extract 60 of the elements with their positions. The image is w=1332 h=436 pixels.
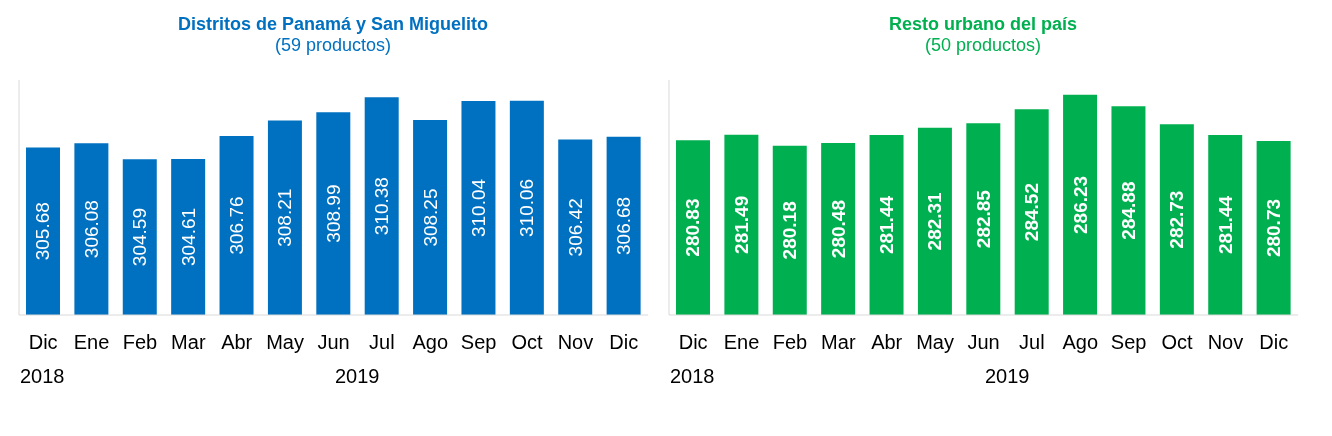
x-tick-label: Dic bbox=[678, 331, 708, 354]
data-label: 280.48 bbox=[827, 199, 849, 259]
x-tick-label: Ago bbox=[412, 331, 449, 354]
data-label: 284.88 bbox=[1117, 181, 1139, 240]
x-tick-label: Abr bbox=[221, 331, 253, 354]
data-label: 281.44 bbox=[876, 195, 898, 255]
data-label: 310.38 bbox=[371, 177, 393, 236]
x-tick-label: May bbox=[916, 331, 955, 354]
x-tick-label: Dic bbox=[1259, 331, 1289, 354]
data-label: 280.83 bbox=[682, 198, 704, 257]
x-tick-label: Ene bbox=[73, 331, 110, 354]
data-label: 305.68 bbox=[32, 202, 54, 261]
data-label: 308.21 bbox=[274, 188, 296, 247]
data-label: 306.76 bbox=[226, 196, 248, 255]
x-tick-label: Sep bbox=[1110, 331, 1147, 354]
data-label: 306.08 bbox=[80, 200, 102, 259]
chart-title: Distritos de Panamá y San Miguelito bbox=[176, 14, 490, 35]
x-tick-label: Feb bbox=[122, 331, 158, 354]
x-tick-label: Jun bbox=[317, 331, 350, 354]
data-label: 310.04 bbox=[467, 178, 489, 238]
data-label: 304.59 bbox=[129, 208, 151, 267]
data-label: 306.42 bbox=[564, 198, 586, 257]
x-tick-label: Nov bbox=[1207, 331, 1244, 354]
x-tick-label: Jun bbox=[967, 331, 1000, 354]
x-tick-label: Abr bbox=[871, 331, 903, 354]
x-tick-label: Mar bbox=[171, 331, 206, 354]
data-label: 281.44 bbox=[1214, 195, 1236, 255]
x-tick-label: Dic bbox=[609, 331, 639, 354]
x-tick-label: Feb bbox=[772, 331, 808, 354]
x-tick-label: Jul bbox=[369, 331, 395, 354]
text: 2019 bbox=[983, 365, 1031, 388]
chart-title: Resto urbano del país bbox=[887, 14, 1078, 35]
data-label: 282.73 bbox=[1166, 190, 1188, 249]
x-tick-label: Oct bbox=[1161, 331, 1194, 354]
chart-subtitle: (59 productos) bbox=[273, 35, 393, 57]
data-label: 280.18 bbox=[779, 201, 801, 260]
chart-subtitle: (50 productos) bbox=[923, 35, 1043, 57]
data-label: 306.68 bbox=[613, 196, 635, 255]
text: 2019 bbox=[333, 365, 381, 388]
x-tick-label: Nov bbox=[557, 331, 594, 354]
x-tick-label: May bbox=[266, 331, 305, 354]
data-label: 280.73 bbox=[1263, 198, 1285, 258]
x-tick-label: Oct bbox=[511, 331, 544, 354]
data-label: 308.99 bbox=[322, 184, 344, 243]
x-tick-label: Sep bbox=[460, 331, 497, 354]
text: 2018 bbox=[668, 365, 716, 388]
x-tick-label: Mar bbox=[821, 331, 856, 354]
data-label: 308.25 bbox=[419, 188, 441, 247]
data-label: 304.61 bbox=[177, 207, 199, 267]
text: 2018 bbox=[18, 365, 66, 388]
x-tick-label: Jul bbox=[1019, 331, 1045, 354]
data-label: 286.23 bbox=[1069, 175, 1091, 234]
data-label: 310.06 bbox=[516, 178, 538, 237]
x-tick-label: Ene bbox=[723, 331, 760, 354]
x-tick-label: Ago bbox=[1062, 331, 1099, 354]
data-label: 282.85 bbox=[972, 189, 994, 249]
data-label: 284.52 bbox=[1021, 183, 1043, 242]
data-label: 281.49 bbox=[730, 195, 752, 254]
x-tick-label: Dic bbox=[28, 331, 58, 354]
data-label: 282.31 bbox=[924, 191, 946, 251]
